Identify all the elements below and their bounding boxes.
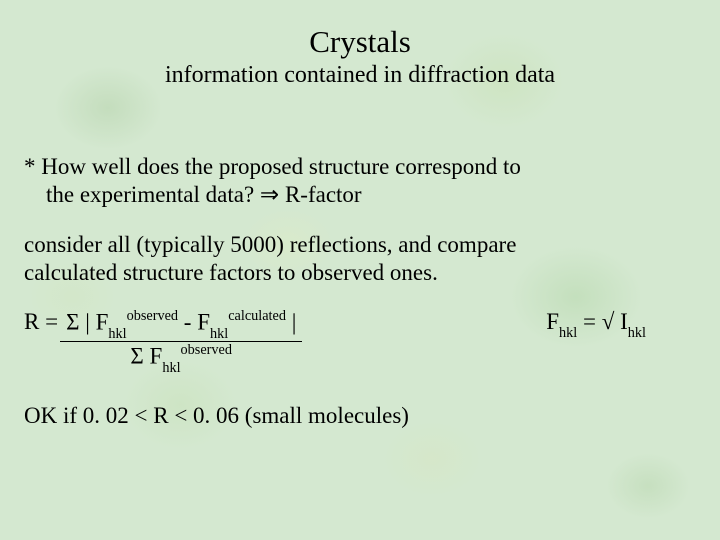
fraction: Σ | Fhklobserved - Fhklcalculated | Σ Fh… [60,309,302,375]
bar-open: | [79,310,95,335]
intro-line1: * How well does the proposed structure c… [24,153,696,181]
consider-block: consider all (typically 5000) reflection… [24,231,696,287]
page-title: Crystals [24,24,696,60]
sqrt-icon: √ [602,309,615,334]
F3: F [150,344,163,369]
consider-line1: consider all (typically 5000) reflection… [24,231,696,259]
right-term: Fhkl = √ Ihkl [546,309,696,340]
calculated: calculated [228,308,286,324]
hkl1: hkl [108,326,126,342]
hkl3: hkl [162,360,180,376]
intro-block: * How well does the proposed structure c… [24,153,696,209]
denominator: Σ Fhklobserved [60,342,302,374]
F1: F [96,310,109,335]
ok-line: OK if 0. 02 < R < 0. 06 (small molecules… [24,403,696,429]
F4: F [546,309,559,334]
sigma2: Σ [130,344,149,369]
sigma: Σ [66,310,79,335]
eq: = [577,309,601,334]
observed2: observed [181,342,232,358]
arrow-icon: ⇒ [260,182,279,207]
formula-row: R = Σ | Fhklobserved - Fhklcalculated | … [24,309,696,375]
hkl2: hkl [210,326,228,342]
I: I [620,309,628,334]
bar-close: | [286,310,296,335]
minus: - [178,310,197,335]
intro-line2-suffix: R-factor [279,182,361,207]
consider-line2: calculated structure factors to observed… [24,259,696,287]
r-equals: R = [24,309,58,335]
numerator: Σ | Fhklobserved - Fhklcalculated | [60,309,302,342]
intro-line2: the experimental data? ⇒ R-factor [24,181,696,209]
hkl5: hkl [628,325,646,341]
hkl4: hkl [559,325,577,341]
F2: F [197,310,210,335]
slide: Crystals information contained in diffra… [0,0,720,540]
page-subtitle: information contained in diffraction dat… [24,62,696,89]
observed1: observed [127,308,178,324]
intro-line2-prefix: the experimental data? [46,182,260,207]
